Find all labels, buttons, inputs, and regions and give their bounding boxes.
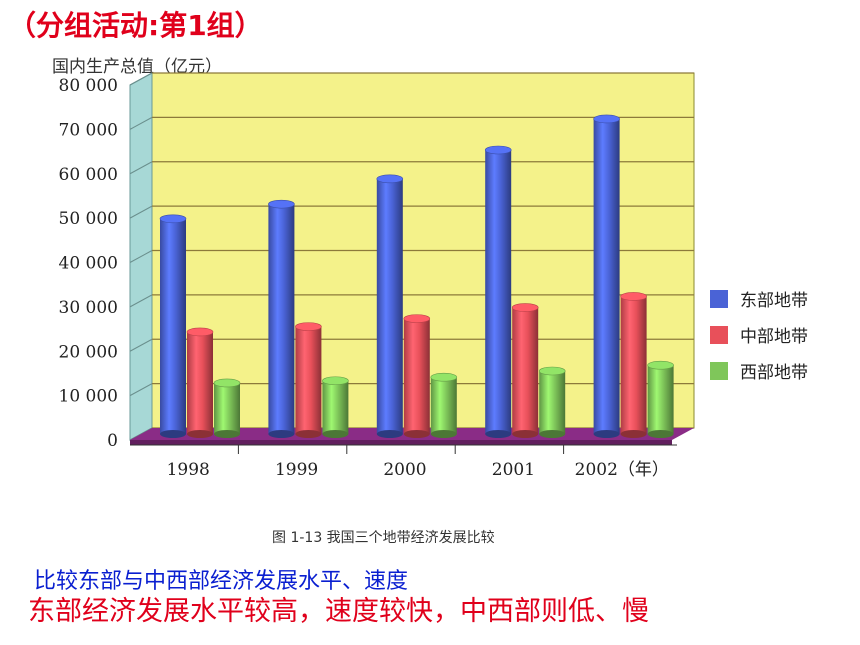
- bar-base: [322, 430, 349, 438]
- bar-chart: 0 10 000 20 000 30 000 40 000 50 000 60 000 70 …: [59, 72, 808, 480]
- y-tick-label: 30 000: [59, 298, 118, 318]
- x-tick-label: 2002（年）: [575, 460, 669, 480]
- gridline-side: [129, 338, 153, 352]
- bar-2-2: [430, 377, 457, 434]
- bar-top: [322, 376, 349, 386]
- bar-base: [403, 430, 430, 438]
- bar-base: [430, 430, 457, 438]
- y-tick-label: 50 000: [59, 209, 118, 229]
- bar-0-4: [593, 118, 620, 434]
- bar-base: [295, 430, 322, 438]
- y-tick-label: 40 000: [59, 254, 118, 274]
- bar-1-4: [620, 296, 647, 434]
- y-tick-label: 10 000: [59, 387, 118, 407]
- figure-caption: 图 1-13 我国三个地带经济发展比较: [272, 530, 495, 546]
- bar-top: [159, 214, 187, 224]
- bar-top: [403, 314, 431, 323]
- bar-top: [268, 199, 295, 209]
- x-tick-label: 1998: [167, 460, 210, 480]
- bar-base: [485, 430, 512, 438]
- bar-base: [376, 430, 403, 438]
- bar-base: [187, 430, 213, 438]
- bar-top: [511, 303, 539, 312]
- legend-swatch-1: [710, 326, 728, 344]
- gridline-side: [129, 205, 153, 219]
- y-tick-label: 60 000: [59, 165, 118, 185]
- bar-1-1: [295, 326, 322, 434]
- bar-base: [214, 430, 240, 438]
- bar-1-3: [512, 307, 539, 434]
- bar-base: [268, 430, 295, 438]
- bar-base: [647, 430, 674, 438]
- bar-top: [620, 292, 647, 301]
- bar-top: [484, 145, 512, 155]
- answer-text: 东部经济发展水平较高，速度较快，中西部则低、慢: [28, 596, 649, 627]
- bar-base: [539, 430, 566, 438]
- y-tick-label: 20 000: [59, 342, 118, 362]
- bar-top: [295, 322, 322, 331]
- bar-top: [213, 378, 241, 388]
- gridline-side: [129, 72, 153, 86]
- bar-top: [593, 114, 620, 124]
- bar-0-2: [376, 178, 403, 434]
- bar-top: [538, 366, 566, 376]
- legend-label-2: 西部地带: [740, 363, 808, 383]
- gridline-side: [129, 116, 153, 130]
- gridline-side: [129, 383, 153, 397]
- gridline-side: [129, 294, 153, 308]
- bar-1-0: [187, 331, 213, 434]
- bar-base: [593, 430, 620, 438]
- bar-0-3: [485, 150, 512, 434]
- gridline-side: [129, 161, 153, 175]
- legend-swatch-0: [710, 290, 728, 308]
- bar-base: [620, 430, 647, 438]
- bar-2-4: [647, 365, 674, 434]
- bar-top: [430, 372, 458, 382]
- bar-0-1: [268, 204, 295, 434]
- x-tick-label: 1999: [275, 460, 318, 480]
- bar-base: [512, 430, 539, 438]
- bar-top: [647, 360, 674, 370]
- question-text: 比较东部与中西部经济发展水平、速度: [34, 569, 409, 594]
- x-tick-label: 2000: [383, 460, 426, 480]
- y-axis-label: 国内生产总值（亿元）: [52, 57, 222, 77]
- activity-title: （分组活动:第1组）: [8, 9, 263, 42]
- bar-top: [186, 327, 214, 337]
- legend-label-0: 东部地带: [740, 291, 808, 311]
- gridline-side: [129, 250, 153, 263]
- bar-2-1: [322, 380, 349, 434]
- bar-top: [376, 174, 404, 184]
- y-tick-label: 0: [107, 431, 118, 451]
- chart-floor-edge: [130, 440, 672, 445]
- bar-2-0: [214, 382, 240, 434]
- bar-1-2: [403, 318, 430, 434]
- bar-base: [160, 430, 186, 438]
- bar-2-3: [539, 370, 566, 434]
- legend-label-1: 中部地带: [740, 327, 808, 347]
- bar-0-0: [160, 218, 186, 434]
- y-tick-label: 70 000: [59, 120, 118, 140]
- x-tick-label: 2001: [492, 460, 535, 480]
- legend-swatch-2: [710, 362, 728, 380]
- y-tick-label: 80 000: [59, 76, 118, 96]
